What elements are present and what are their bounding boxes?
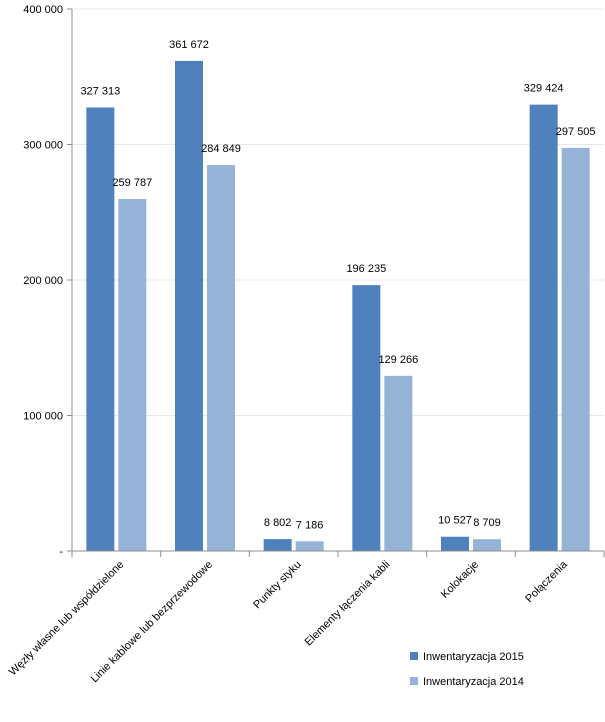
y-tick-label: -: [59, 546, 63, 558]
bar: [263, 539, 292, 551]
bar-value-label: 10 527: [438, 515, 472, 527]
bar-value-label: 284 849: [201, 143, 241, 155]
bar-value-label: 7 186: [296, 519, 324, 531]
bar: [118, 198, 147, 551]
bars: [86, 60, 590, 552]
bar: [295, 541, 324, 551]
bar-value-label: 259 787: [112, 177, 152, 189]
bar: [441, 536, 469, 551]
bar-value-label: 297 505: [556, 126, 596, 138]
bar-value-label: 8 709: [473, 517, 501, 529]
bar: [473, 539, 501, 551]
bar-value-label: 361 672: [169, 39, 209, 51]
y-tick-label: 200 000: [23, 275, 63, 287]
bar-value-label: 129 266: [378, 354, 418, 366]
bar: [86, 107, 115, 552]
bar-value-label: 327 313: [80, 85, 120, 97]
legend-label: Inwentaryzacja 2015: [423, 651, 524, 663]
gridlines: [72, 8, 604, 416]
legend-label: Inwentaryzacja 2014: [423, 676, 524, 688]
y-tick-label: 300 000: [23, 140, 63, 152]
bar: [207, 165, 235, 551]
bar: [352, 285, 381, 551]
legend: Inwentaryzacja 2015 Inwentaryzacja 2014: [410, 651, 524, 688]
bar: [384, 375, 413, 551]
bar-value-label: 8 802: [264, 517, 292, 529]
x-tick-label: Punkty styku: [251, 559, 304, 612]
y-tick-label: 400 000: [23, 4, 63, 16]
x-tick-label: Kolokacje: [439, 559, 481, 601]
bar-value-label: 329 424: [524, 83, 564, 95]
legend-swatch: [410, 677, 418, 685]
bar: [561, 147, 590, 551]
y-tick-label: 100 000: [23, 411, 63, 423]
bar: [175, 60, 203, 551]
data-labels: 327 313 259 787 361 672 284 849 8 802 7 186 19…: [80, 39, 595, 531]
x-tick-label: Elementy łączenia kabli: [303, 559, 393, 649]
legend-swatch: [410, 652, 418, 660]
bar-value-label: 196 235: [346, 263, 386, 275]
bar: [529, 104, 558, 551]
x-tick-label: Połączenia: [523, 558, 570, 605]
